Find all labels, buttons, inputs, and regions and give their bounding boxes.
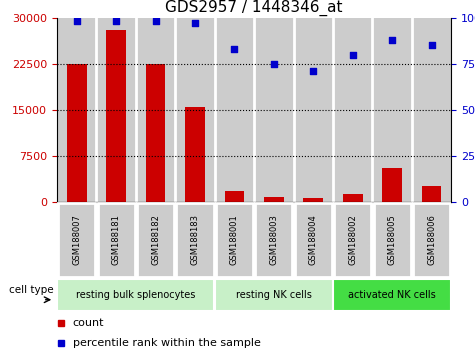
Point <box>73 18 81 24</box>
Bar <box>255 202 293 277</box>
Bar <box>175 18 215 202</box>
Bar <box>176 202 214 277</box>
Bar <box>137 202 174 277</box>
Text: percentile rank within the sample: percentile rank within the sample <box>73 338 261 348</box>
Bar <box>343 194 362 202</box>
Bar <box>97 202 135 277</box>
Bar <box>333 18 372 202</box>
Text: resting bulk splenocytes: resting bulk splenocytes <box>76 290 196 300</box>
Text: GSM188004: GSM188004 <box>309 215 318 265</box>
Bar <box>185 107 205 202</box>
Point <box>152 18 160 24</box>
Point <box>191 21 199 26</box>
Bar <box>294 202 332 277</box>
Bar <box>333 279 451 311</box>
Bar <box>334 202 371 277</box>
Bar <box>96 18 136 202</box>
Bar <box>304 198 323 202</box>
Bar <box>58 202 95 277</box>
Text: GSM188181: GSM188181 <box>112 215 121 265</box>
Bar <box>215 18 254 202</box>
Bar <box>264 198 284 202</box>
Text: GSM188006: GSM188006 <box>427 215 436 265</box>
Bar <box>412 18 451 202</box>
Text: cell type: cell type <box>9 285 54 295</box>
Bar <box>57 279 214 311</box>
Bar <box>422 187 441 202</box>
Point <box>113 18 120 24</box>
Text: GSM188182: GSM188182 <box>151 215 160 265</box>
Point <box>428 42 435 48</box>
Text: GSM188007: GSM188007 <box>72 215 81 265</box>
Text: GSM188003: GSM188003 <box>269 215 278 265</box>
Bar <box>382 168 402 202</box>
Text: count: count <box>73 318 104 329</box>
Point <box>389 37 396 42</box>
Point <box>349 52 356 57</box>
Text: GSM188005: GSM188005 <box>388 215 397 265</box>
Bar <box>106 30 126 202</box>
Bar <box>215 279 332 311</box>
Text: resting NK cells: resting NK cells <box>236 290 312 300</box>
Bar <box>57 18 96 202</box>
Bar <box>146 64 165 202</box>
Text: GSM188002: GSM188002 <box>348 215 357 265</box>
Text: GSM188001: GSM188001 <box>230 215 239 265</box>
Point <box>270 61 277 67</box>
Bar <box>372 18 412 202</box>
Bar <box>136 18 175 202</box>
Text: activated NK cells: activated NK cells <box>348 290 436 300</box>
Point <box>231 46 238 52</box>
Text: GSM188183: GSM188183 <box>190 214 200 266</box>
Bar <box>225 191 244 202</box>
Point <box>310 68 317 74</box>
Bar <box>67 64 86 202</box>
Bar <box>254 18 294 202</box>
Bar <box>294 18 333 202</box>
Bar <box>216 202 253 277</box>
Bar <box>373 202 411 277</box>
Bar <box>413 202 450 277</box>
Title: GDS2957 / 1448346_at: GDS2957 / 1448346_at <box>165 0 343 16</box>
